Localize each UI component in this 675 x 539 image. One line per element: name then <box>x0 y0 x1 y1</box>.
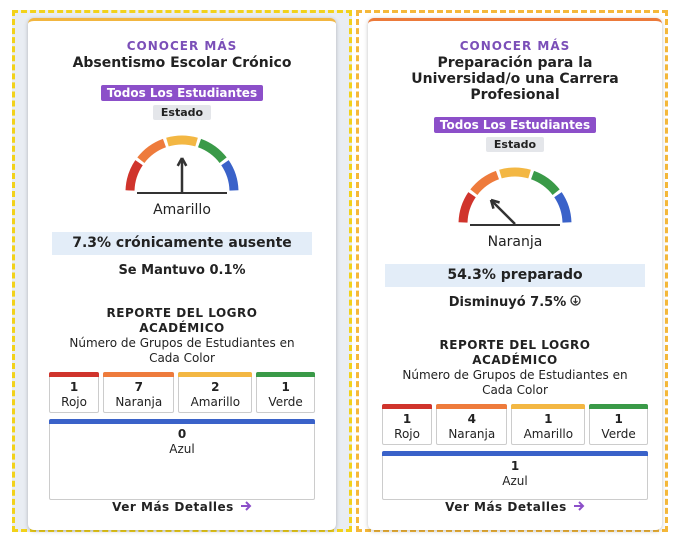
color-bar <box>256 372 315 377</box>
metric-box: 7.3% crónicamente ausente <box>52 232 312 255</box>
count-box: 7 Naranja <box>103 372 175 413</box>
color-bar <box>589 404 648 409</box>
arrow-icon <box>240 500 252 514</box>
color-bar <box>49 419 315 424</box>
count-label: Azul <box>169 442 195 456</box>
change-text: Se Mantuvo 0.1% <box>118 263 246 278</box>
count: 1 <box>281 380 290 394</box>
count-box: 1 Amarillo <box>511 404 586 445</box>
count-label: Rojo <box>394 427 420 441</box>
report-subtitle: Número de Grupos de Estudiantes en Cada … <box>402 368 628 397</box>
report-title: REPORTE DEL LOGRO ACADÉMICO <box>439 338 591 367</box>
color-bar <box>511 404 586 409</box>
gauge <box>450 164 580 232</box>
group-badge: Todos Los Estudiantes <box>433 117 597 133</box>
count-box: 1 Rojo <box>382 404 433 445</box>
report-title: REPORTE DEL LOGRO ACADÉMICO <box>106 306 258 335</box>
count-box: 1 Verde <box>589 404 648 445</box>
color-bar <box>382 404 433 409</box>
count: 1 <box>544 412 553 426</box>
learn-more-link[interactable]: CONOCER MÁS <box>126 39 238 53</box>
color-bar <box>103 372 175 377</box>
blue-box: 0 Azul <box>49 419 315 500</box>
count-row: 1 Rojo 7 Naranja 2 Amarillo 1 Verde <box>49 372 315 413</box>
arrow-icon <box>573 500 585 514</box>
details-text: Ver Más Detalles <box>112 500 234 514</box>
count-label: Amarillo <box>190 395 241 409</box>
change-row: Se Mantuvo 0.1% <box>118 263 245 278</box>
count-box: 1 Verde <box>256 372 315 413</box>
count-label: Naranja <box>115 395 163 409</box>
count: 2 <box>211 380 220 394</box>
count: 1 <box>614 412 623 426</box>
status-label: Amarillo <box>153 202 211 218</box>
count-label: Verde <box>601 427 636 441</box>
count-label: Naranja <box>448 427 496 441</box>
scope-label: Estado <box>152 105 212 120</box>
change-text: Disminuyó 7.5% <box>448 295 567 310</box>
scope-label: Estado <box>485 137 545 152</box>
count-box: 1 Rojo <box>49 372 100 413</box>
color-bar <box>436 404 508 409</box>
card-title: Absentismo Escolar Crónico <box>72 55 292 71</box>
change-icon <box>570 295 581 310</box>
details-link[interactable]: Ver Más Detalles <box>445 500 585 514</box>
count: 4 <box>467 412 476 426</box>
count: 1 <box>69 380 79 394</box>
count: 0 <box>177 427 187 441</box>
details-link[interactable]: Ver Más Detalles <box>112 500 252 514</box>
color-bar <box>382 451 648 456</box>
count-label: Amarillo <box>523 427 574 441</box>
count-label: Verde <box>268 395 303 409</box>
gauge <box>117 132 247 200</box>
learn-more-link[interactable]: CONOCER MÁS <box>459 39 571 53</box>
count-label: Rojo <box>61 395 87 409</box>
count-row: 1 Rojo 4 Naranja 1 Amarillo 1 Verde <box>382 404 648 445</box>
count-box: 4 Naranja <box>436 404 508 445</box>
card: CONOCER MÁS Absentismo Escolar Crónico Tod… <box>28 18 336 530</box>
group-badge: Todos Los Estudiantes <box>100 85 264 101</box>
panel <box>356 10 668 532</box>
details-text: Ver Más Detalles <box>445 500 567 514</box>
card-title: Preparación para la Universidad/o una Ca… <box>411 55 619 103</box>
count: 1 <box>402 412 412 426</box>
card: CONOCER MÁS Preparación para la Universid… <box>368 18 662 530</box>
color-bar <box>49 372 100 377</box>
count: 1 <box>510 459 520 473</box>
change-row: Disminuyó 7.5% <box>449 295 581 310</box>
count-box: 2 Amarillo <box>178 372 253 413</box>
blue-box: 1 Azul <box>382 451 648 500</box>
count: 7 <box>134 380 143 394</box>
count-label: Azul <box>502 474 528 488</box>
color-bar <box>178 372 253 377</box>
report-subtitle: Número de Grupos de Estudiantes en Cada … <box>69 336 295 365</box>
status-label: Naranja <box>487 234 543 250</box>
metric-box: 54.3% preparado <box>385 264 645 287</box>
